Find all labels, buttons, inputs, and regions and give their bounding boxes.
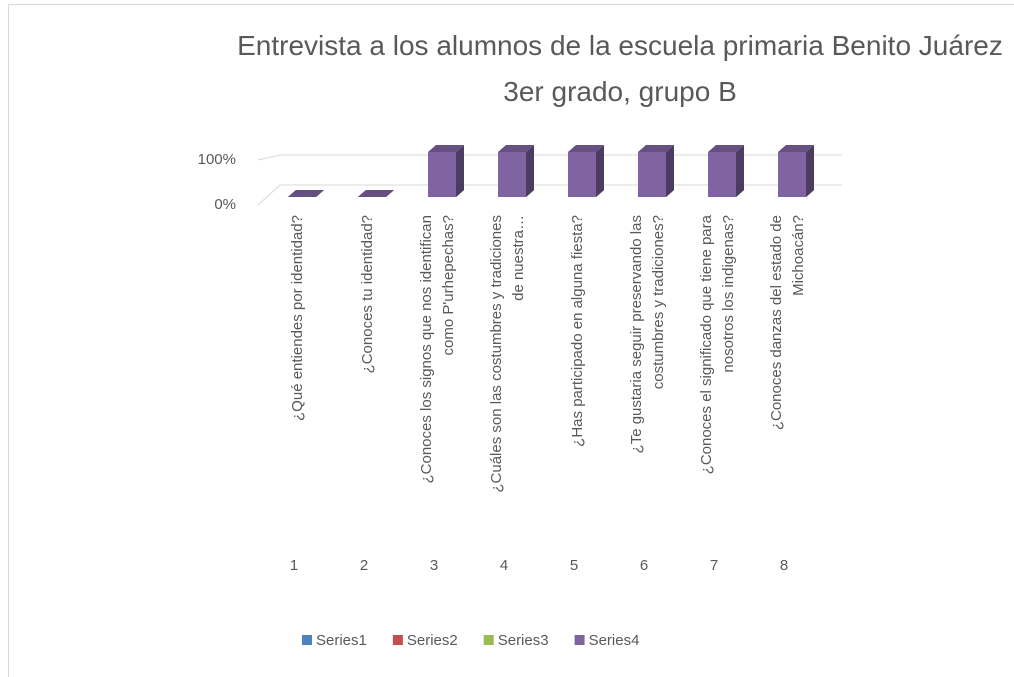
bar — [358, 190, 394, 197]
bar-front — [428, 152, 456, 197]
bar — [428, 145, 464, 197]
bar-side — [736, 145, 744, 197]
chart-border — [8, 4, 1014, 677]
legend-swatch — [392, 635, 403, 645]
chart-title: Entrevista a los alumnos de la escuela p… — [237, 30, 1003, 107]
x-tick-label: 7 — [710, 557, 718, 574]
category-text: ¿Conoces los signos que nos identifican c… — [418, 215, 457, 484]
category-text: ¿Cuáles son las costumbres y tradiciones… — [488, 215, 527, 493]
bar-top — [708, 145, 744, 152]
bar — [288, 190, 324, 197]
bar-top — [428, 145, 464, 152]
bar-side — [666, 145, 674, 197]
x-tick-label: 2 — [360, 557, 368, 574]
legend-swatch — [574, 635, 585, 645]
bar — [778, 145, 814, 197]
bar-front — [498, 152, 526, 197]
category-text: ¿Conoces el significado que tiene para no… — [698, 214, 737, 474]
x-tick-label: 3 — [430, 557, 438, 574]
bar-top — [498, 145, 534, 152]
category-text: ¿Conoces danzas del estado de Michoacán? — [768, 215, 807, 430]
category-text: ¿Qué entiendes por identidad? — [289, 215, 306, 421]
bar — [708, 145, 744, 197]
bar-side — [526, 145, 534, 197]
category-text: ¿Conoces tu identidad? — [359, 215, 376, 373]
bar — [498, 145, 534, 197]
x-tick-label: 1 — [290, 557, 298, 574]
bar-top — [638, 145, 674, 152]
bar-top — [568, 145, 604, 152]
legend-label: Series2 — [407, 632, 458, 649]
x-tick-label: 4 — [500, 557, 508, 574]
legend-swatch — [302, 635, 312, 645]
legend-label: Series1 — [316, 632, 367, 649]
bar-top — [358, 190, 394, 197]
bar-top — [288, 190, 324, 197]
x-tick-label: 5 — [570, 557, 578, 574]
bar-front — [778, 152, 806, 197]
x-tick-label: 6 — [640, 557, 648, 574]
legend-label: Series3 — [498, 632, 549, 649]
bar-front — [568, 152, 596, 197]
bar-side — [456, 145, 464, 197]
legend-swatch — [483, 635, 494, 645]
bar-side — [596, 145, 604, 197]
bar-front — [708, 152, 736, 197]
y-tick-label: 0% — [214, 196, 236, 213]
bar — [568, 145, 604, 197]
bar — [638, 145, 674, 197]
x-tick-label: 8 — [780, 557, 788, 574]
bar-top — [778, 145, 814, 152]
bar-front — [638, 152, 666, 197]
category-text: ¿Te gustaria seguir preservando las costu… — [628, 215, 667, 453]
category-text: ¿Has participado en alguna fiesta? — [569, 215, 586, 447]
legend-label: Series4 — [589, 632, 640, 649]
y-tick-label: 100% — [198, 151, 236, 168]
bar-side — [806, 145, 814, 197]
